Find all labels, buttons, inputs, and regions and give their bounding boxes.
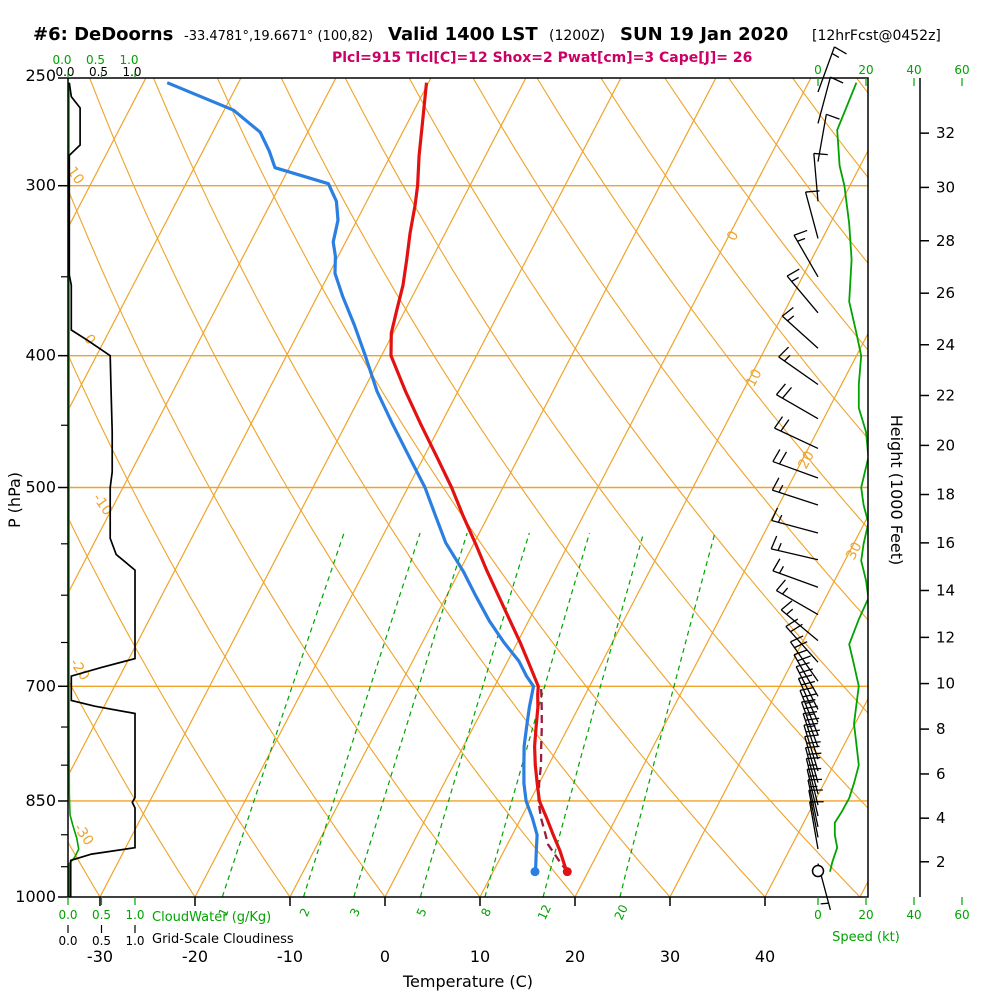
surface-dewpoint-dot <box>530 867 540 877</box>
svg-text:1.0: 1.0 <box>125 934 144 948</box>
mixing-ratio-labels: 1 2 3 5 8 12 20 <box>216 902 631 922</box>
station-title: #6: DeDoorns <box>33 24 174 45</box>
svg-text:60: 60 <box>954 908 969 922</box>
svg-text:40: 40 <box>906 63 921 77</box>
svg-text:20: 20 <box>936 436 955 454</box>
mixing-ratio-lines <box>221 532 716 897</box>
svg-text:20: 20 <box>795 448 817 471</box>
sounding-curves <box>166 81 572 877</box>
svg-text:2: 2 <box>936 853 946 871</box>
svg-text:14: 14 <box>936 581 955 599</box>
svg-text:0: 0 <box>814 63 822 77</box>
valid-time: Valid 1400 LST <box>388 24 538 45</box>
svg-text:24: 24 <box>936 336 955 354</box>
svg-text:5: 5 <box>414 906 430 919</box>
svg-text:18: 18 <box>936 486 955 504</box>
svg-text:0: 0 <box>814 908 822 922</box>
svg-text:850: 850 <box>25 791 56 810</box>
height-axis-title: Height (1000 Feet) <box>887 415 906 566</box>
svg-text:-10: -10 <box>277 947 303 966</box>
speed-axis-title: Speed (kt) <box>832 930 900 945</box>
pressure-axis-title: P (hPa) <box>5 472 24 528</box>
svg-text:1.0: 1.0 <box>122 65 141 79</box>
svg-text:30: 30 <box>660 947 680 966</box>
svg-text:0.0: 0.0 <box>58 908 77 922</box>
svg-text:0.0: 0.0 <box>52 53 71 67</box>
orange-grid <box>68 78 868 897</box>
wind-barbs <box>770 46 847 911</box>
temperature-axis-title: Temperature (C) <box>402 972 533 991</box>
svg-text:20: 20 <box>612 902 631 922</box>
cloud-scales: 0.00.00.00.00.50.50.50.51.01.01.01.0 <box>52 53 144 948</box>
svg-text:400: 400 <box>25 346 56 365</box>
svg-text:2: 2 <box>297 906 313 919</box>
svg-text:10: 10 <box>64 164 87 188</box>
valid-date: SUN 19 Jan 2020 <box>620 24 789 45</box>
svg-text:60: 60 <box>954 63 969 77</box>
station-coords: -33.4781°,19.6671° (100,82) <box>184 29 374 44</box>
svg-text:10: 10 <box>470 947 490 966</box>
dewpoint-curve <box>166 81 539 872</box>
svg-text:40: 40 <box>755 947 775 966</box>
svg-text:250: 250 <box>25 66 56 85</box>
speed-scales: 0 0 20 20 40 40 60 60 <box>814 63 969 922</box>
params-line: Plcl=915 Tlcl[C]=12 Shox=2 Pwat[cm]=3 Ca… <box>332 50 753 66</box>
svg-text:30: 30 <box>936 178 955 196</box>
svg-text:1000: 1000 <box>15 887 56 906</box>
svg-text:20: 20 <box>565 947 585 966</box>
svg-text:20: 20 <box>858 63 873 77</box>
svg-text:32: 32 <box>936 124 955 142</box>
svg-text:0.0: 0.0 <box>58 934 77 948</box>
svg-text:0.5: 0.5 <box>92 908 111 922</box>
svg-text:500: 500 <box>25 478 56 497</box>
station-circle <box>811 864 825 878</box>
svg-text:30: 30 <box>843 539 865 562</box>
svg-text:10: 10 <box>743 366 765 389</box>
svg-text:0.0: 0.0 <box>55 65 74 79</box>
svg-text:0: 0 <box>724 228 742 243</box>
svg-text:0.5: 0.5 <box>86 53 105 67</box>
svg-text:0.5: 0.5 <box>92 934 111 948</box>
svg-text:10: 10 <box>936 675 955 693</box>
temperature-curve <box>389 82 569 873</box>
cloudiness-curve <box>68 82 136 897</box>
svg-text:300: 300 <box>25 176 56 195</box>
forecast-info: [12hrFcst@0452z] <box>812 28 941 44</box>
svg-text:-20: -20 <box>66 656 92 684</box>
cloudiness-axis-title: Grid-Scale Cloudiness <box>152 932 294 947</box>
svg-text:12: 12 <box>936 628 955 646</box>
svg-text:22: 22 <box>936 386 955 404</box>
svg-text:-20: -20 <box>182 947 208 966</box>
svg-text:700: 700 <box>25 676 56 695</box>
svg-text:-30: -30 <box>70 821 96 849</box>
svg-text:12: 12 <box>535 902 554 922</box>
svg-text:8: 8 <box>936 720 946 738</box>
svg-text:0: 0 <box>380 947 390 966</box>
svg-text:16: 16 <box>936 534 955 552</box>
svg-text:20: 20 <box>858 908 873 922</box>
svg-text:26: 26 <box>936 284 955 302</box>
svg-text:-10: -10 <box>89 491 115 519</box>
svg-text:8: 8 <box>478 906 494 919</box>
svg-text:1.0: 1.0 <box>119 53 138 67</box>
wind-speed-curve <box>829 82 868 872</box>
svg-text:3: 3 <box>347 906 363 919</box>
svg-text:40: 40 <box>906 908 921 922</box>
svg-text:4: 4 <box>936 809 946 827</box>
svg-text:28: 28 <box>936 232 955 250</box>
surface-temp-dot <box>562 867 572 877</box>
svg-text:-30: -30 <box>87 947 113 966</box>
parcel-curve <box>537 686 569 873</box>
svg-text:0.5: 0.5 <box>89 65 108 79</box>
valid-zulu: (1200Z) <box>549 28 606 44</box>
svg-text:1.0: 1.0 <box>125 908 144 922</box>
svg-text:6: 6 <box>936 765 946 783</box>
cloudwater-axis-title: CloudWater (g/Kg) <box>152 910 271 925</box>
